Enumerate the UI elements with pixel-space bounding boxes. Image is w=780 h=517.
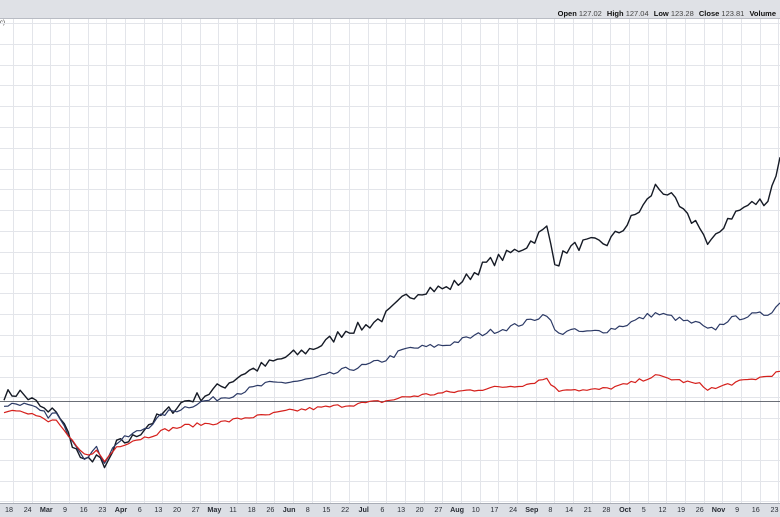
x-tick-label: Apr: [115, 505, 128, 514]
chart-series: [3, 157, 780, 469]
x-tick-label: Jun: [283, 505, 296, 514]
x-tick-label: Aug: [450, 505, 464, 514]
x-tick-label: 24: [24, 505, 32, 514]
x-tick-label: 9: [63, 505, 67, 514]
x-tick-label: 27: [434, 505, 442, 514]
x-tick-label: 26: [696, 505, 704, 514]
chart-grid: [0, 19, 780, 503]
x-tick-label: Mar: [40, 505, 53, 514]
open-label: Open: [557, 9, 577, 18]
x-tick-label: 28: [602, 505, 610, 514]
chart-header-bar: Open 127.02 High 127.04 Low 123.28 Close…: [0, 0, 780, 19]
open-value: 127.02: [578, 9, 602, 18]
x-tick-label: 16: [80, 505, 88, 514]
x-tick-label: May: [207, 505, 221, 514]
x-tick-label: 23: [98, 505, 106, 514]
x-tick-label: 6: [138, 505, 142, 514]
x-tick-label: 16: [752, 505, 760, 514]
x-tick-label: 17: [490, 505, 498, 514]
x-tick-label: 23: [771, 505, 779, 514]
x-tick-label: 18: [5, 505, 13, 514]
x-tick-label: 12: [659, 505, 667, 514]
volume-label: Volume: [749, 9, 776, 18]
x-tick-label: Jul: [359, 505, 369, 514]
x-tick-label: 11: [229, 505, 236, 514]
x-tick-label: 8: [548, 505, 552, 514]
x-tick-label: Oct: [619, 505, 632, 514]
x-tick-label: 13: [154, 505, 162, 514]
x-tick-label: 19: [677, 505, 685, 514]
ohlc-readout: Open 127.02 High 127.04 Low 123.28 Close…: [558, 9, 776, 18]
x-tick-label: 15: [322, 505, 330, 514]
x-axis-strip: [0, 503, 780, 517]
x-tick-label: 24: [509, 505, 517, 514]
x-tick-label: 20: [173, 505, 181, 514]
x-tick-label: 18: [248, 505, 256, 514]
x-tick-label: 8: [306, 505, 310, 514]
series-line-2: [3, 302, 780, 464]
x-tick-label: 10: [472, 505, 480, 514]
price-chart[interactable]: 18 24 Mar 9 16 23 Apr 6 13 20 27 May 11 18 26 Jun 8 15 22 J…: [0, 19, 780, 516]
x-tick-label: 20: [416, 505, 424, 514]
high-value: 127.04: [625, 9, 649, 18]
low-label: Low: [653, 9, 669, 18]
series-line-3: [3, 370, 780, 463]
low-value: 123.28: [670, 9, 694, 18]
x-tick-label: 21: [584, 505, 592, 514]
x-tick-label: 14: [565, 505, 573, 514]
x-tick-label: Sep: [525, 505, 539, 514]
x-tick-label: 26: [266, 505, 274, 514]
x-axis-ticks: 18 24 Mar 9 16 23 Apr 6 13 20 27 May 11 18 26 Jun 8 15 22 J…: [5, 505, 779, 514]
x-tick-label: Nov: [712, 505, 726, 514]
x-tick-label: 13: [397, 505, 405, 514]
x-tick-label: 22: [341, 505, 349, 514]
series-line-1: [3, 157, 780, 469]
x-tick-label: 27: [192, 505, 200, 514]
close-label: Close: [698, 9, 720, 18]
close-value: 123.81: [721, 9, 745, 18]
x-tick-label: 5: [642, 505, 646, 514]
x-tick-label: 6: [380, 505, 384, 514]
x-tick-label: 9: [735, 505, 739, 514]
high-label: High: [606, 9, 624, 18]
